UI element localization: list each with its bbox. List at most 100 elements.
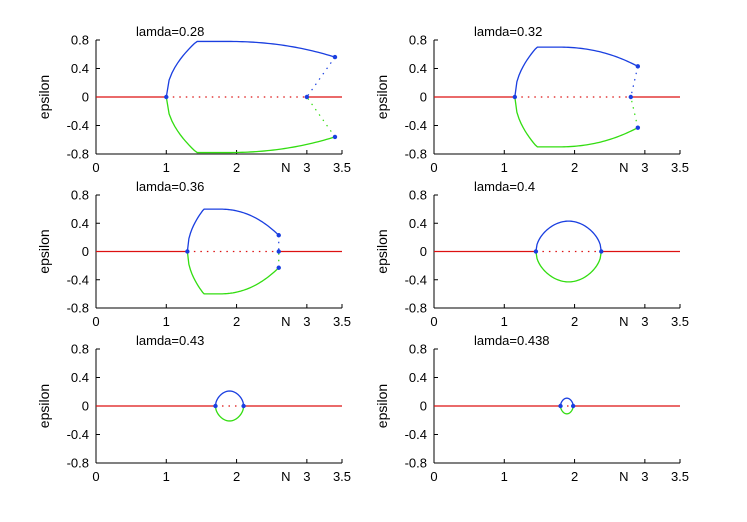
upper-stable-branch <box>214 390 245 407</box>
turning-point-marker <box>635 125 641 130</box>
y-tick-label: 0.8 <box>71 33 89 48</box>
x-tick-label: 2 <box>233 160 240 175</box>
y-tick-label: 0 <box>82 90 89 105</box>
lamda-annotation: lamda=0.4 <box>474 179 535 194</box>
y-tick-label: 0 <box>82 244 89 259</box>
y-tick-label: 0.4 <box>409 370 427 385</box>
upper-stable-branch <box>535 220 602 252</box>
y-axis-label: epsilon <box>36 384 52 428</box>
x-tick-label: 0 <box>92 160 99 175</box>
bifurcation-point-marker <box>185 249 190 254</box>
bifurcation-point-marker <box>213 403 218 409</box>
y-tick-label: -0.4 <box>405 427 427 442</box>
y-tick-label: 0.4 <box>409 61 427 76</box>
chart-panel-6: 0.80.40-0.4-0.80 1 2 3 3.5epsilonNlamda=0.43… <box>374 333 689 484</box>
bifurcation-point-marker <box>304 94 310 100</box>
y-tick-label: 0.4 <box>71 216 89 231</box>
x-tick-label: 1 <box>501 469 508 484</box>
y-tick-label: 0.8 <box>71 188 89 203</box>
x-tick-label: 3 <box>303 314 310 329</box>
y-axis-label: epsilon <box>36 75 52 119</box>
y-tick-label: 0 <box>420 90 427 105</box>
y-tick-label: 0.8 <box>71 342 89 357</box>
x-tick-label: 0 <box>430 314 437 329</box>
lamda-annotation: lamda=0.36 <box>136 179 204 194</box>
bifurcation-point-marker <box>570 403 576 409</box>
turning-point-marker <box>276 233 281 238</box>
x-tick-label: 2 <box>233 314 240 329</box>
bifurcation-point-marker <box>628 94 633 100</box>
y-tick-label: 0 <box>420 244 427 259</box>
bifurcation-point-marker <box>164 94 169 100</box>
y-tick-label: -0.8 <box>405 456 427 471</box>
upper-stable-branch <box>514 46 639 98</box>
y-tick-label: -0.4 <box>405 272 427 287</box>
y-tick-label: 0.8 <box>409 33 427 48</box>
x-axis-label: N <box>619 160 628 175</box>
y-axis-label: epsilon <box>374 384 390 428</box>
y-tick-label: -0.8 <box>67 456 89 471</box>
turning-point-marker <box>332 54 338 60</box>
unstable-upper-branch <box>630 66 639 98</box>
x-axis-label: N <box>619 314 628 329</box>
turning-point-marker <box>332 134 338 140</box>
x-tick-label: 3 <box>303 160 310 175</box>
x-tick-label: 0 <box>430 160 437 175</box>
y-tick-label: 0.8 <box>409 188 427 203</box>
y-tick-label: 0.8 <box>409 342 427 357</box>
x-tick-label: 3.5 <box>671 469 689 484</box>
lower-stable-branch <box>186 251 280 295</box>
x-tick-label: 3 <box>641 469 648 484</box>
unstable-upper-branch <box>306 56 336 98</box>
x-tick-label: 3.5 <box>671 160 689 175</box>
upper-stable-branch <box>165 40 336 98</box>
x-tick-label: 1 <box>163 469 170 484</box>
y-tick-label: -0.4 <box>405 118 427 133</box>
x-axis-label: N <box>281 314 290 329</box>
y-tick-label: -0.8 <box>67 301 89 316</box>
y-tick-label: -0.4 <box>67 118 89 133</box>
x-axis-label: N <box>619 469 628 484</box>
x-tick-label: 3.5 <box>333 469 351 484</box>
lamda-annotation: lamda=0.438 <box>474 333 550 348</box>
x-tick-label: 0 <box>92 314 99 329</box>
lower-stable-branch <box>535 251 602 283</box>
x-tick-label: 2 <box>233 469 240 484</box>
upper-stable-branch <box>186 208 280 252</box>
x-tick-label: 2 <box>571 469 578 484</box>
x-tick-label: 3 <box>303 469 310 484</box>
lower-stable-branch <box>165 96 336 154</box>
y-tick-label: 0 <box>420 399 427 414</box>
lamda-annotation: lamda=0.32 <box>474 24 542 39</box>
x-tick-label: 1 <box>163 314 170 329</box>
turning-point-marker <box>635 64 641 69</box>
y-tick-label: -0.8 <box>405 301 427 316</box>
y-tick-label: 0 <box>82 399 89 414</box>
y-tick-label: 0.4 <box>71 370 89 385</box>
y-axis-label: epsilon <box>374 75 390 119</box>
y-tick-label: 0.4 <box>409 216 427 231</box>
y-tick-label: -0.4 <box>67 427 89 442</box>
unstable-lower-branch <box>306 96 336 138</box>
lower-stable-branch <box>559 405 574 415</box>
upper-stable-branch <box>559 397 574 407</box>
x-tick-label: 1 <box>501 314 508 329</box>
y-tick-label: -0.4 <box>67 272 89 287</box>
x-tick-label: 2 <box>571 314 578 329</box>
turning-point-marker <box>276 265 281 270</box>
lamda-annotation: lamda=0.28 <box>136 24 204 39</box>
x-tick-label: 3.5 <box>333 314 351 329</box>
x-tick-label: 3 <box>641 314 648 329</box>
y-axis-label: epsilon <box>36 229 52 273</box>
x-tick-label: 2 <box>571 160 578 175</box>
bifurcation-point-marker <box>241 403 246 409</box>
x-tick-label: 1 <box>163 160 170 175</box>
lower-stable-branch <box>514 96 639 148</box>
y-tick-label: -0.8 <box>67 147 89 162</box>
x-tick-label: 0 <box>92 469 99 484</box>
